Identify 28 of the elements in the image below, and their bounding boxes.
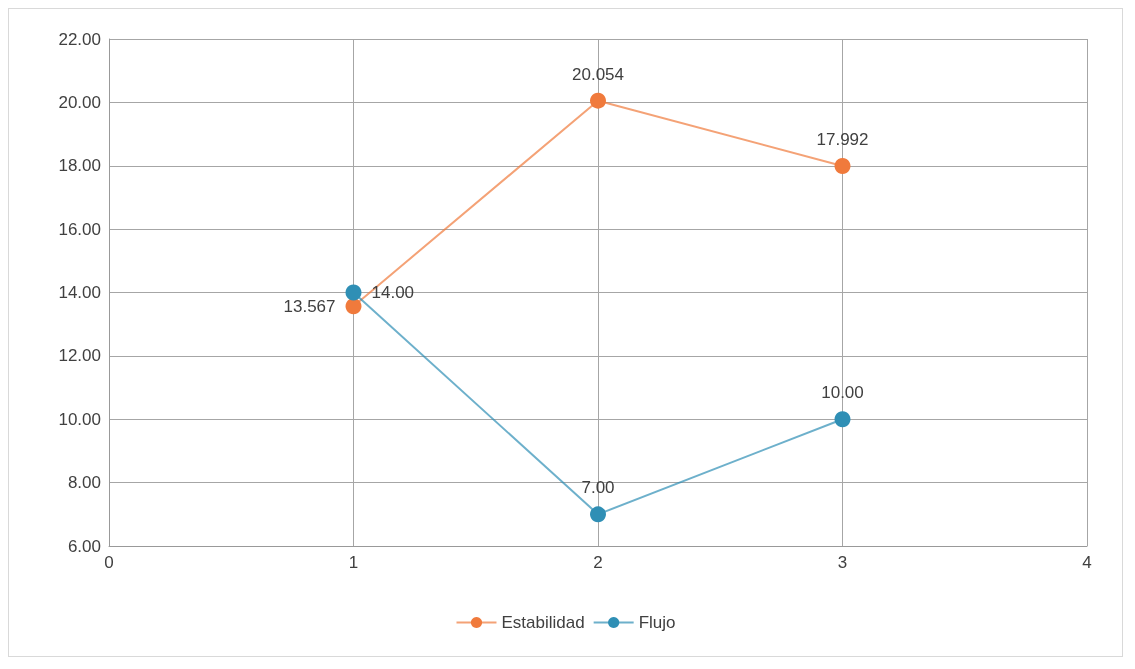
legend-label: Estabilidad — [501, 613, 585, 632]
x-tick-label: 0 — [104, 553, 114, 572]
y-tick-label: 14.00 — [58, 283, 101, 302]
x-tick-label: 3 — [837, 553, 848, 572]
y-tick-label: 16.00 — [58, 219, 101, 239]
data-label: 17.992 — [816, 130, 869, 149]
point — [345, 284, 362, 301]
y-tick-label: 22.00 — [58, 29, 101, 49]
x-tick-label: 1 — [348, 553, 359, 572]
y-tick-label: 10.00 — [58, 409, 101, 429]
x-tick-label: 2 — [593, 553, 603, 572]
point — [590, 92, 606, 109]
data-label: 10.00 — [821, 383, 864, 403]
y-tick-label: 18.00 — [58, 156, 101, 176]
point — [345, 298, 362, 315]
x-tick-label: 4 — [1082, 553, 1092, 572]
point — [834, 411, 851, 428]
point — [590, 506, 606, 523]
y-tick-label: 12.00 — [58, 346, 101, 366]
y-tick-label: 20.00 — [58, 92, 101, 112]
legend-label: Flujo — [638, 613, 676, 632]
y-tick-label: 8.00 — [67, 473, 101, 493]
data-label: 20.054 — [572, 64, 624, 84]
data-label: 14.00 — [371, 283, 415, 302]
y-tick-label: 6.00 — [67, 536, 101, 556]
data-label: 7.00 — [581, 478, 615, 498]
data-label: 13.567 — [283, 296, 336, 316]
point — [834, 158, 851, 174]
